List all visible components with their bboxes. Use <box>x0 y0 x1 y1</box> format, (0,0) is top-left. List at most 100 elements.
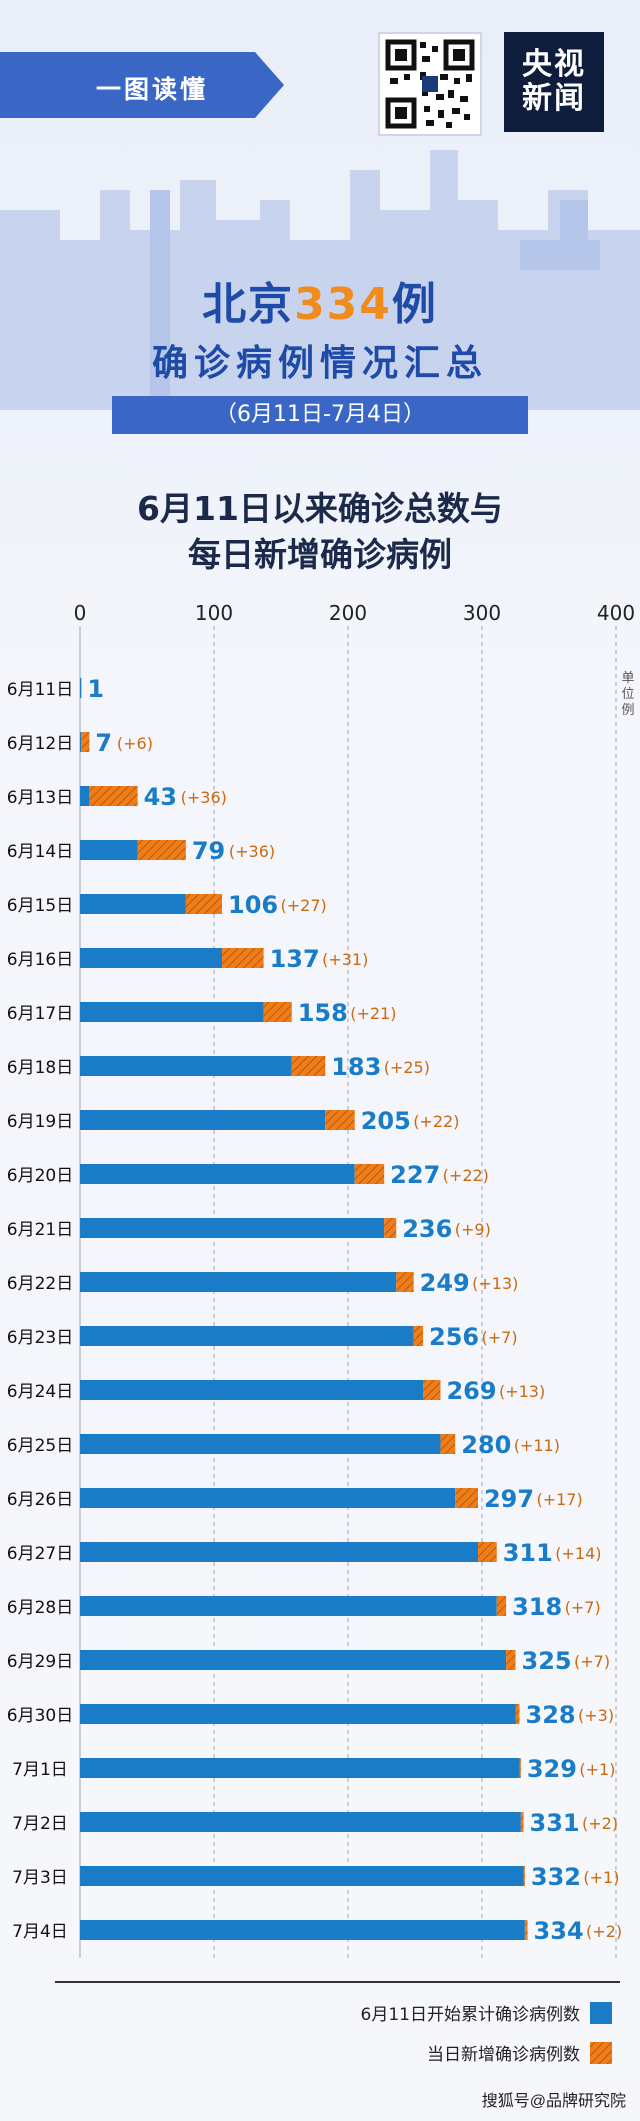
unit-label-char: 单 <box>621 671 634 686</box>
bar-daily-new <box>396 1272 414 1292</box>
total-label: 106 <box>228 891 278 919</box>
total-label: 318 <box>512 1593 562 1621</box>
bar-cumulative <box>80 1596 497 1616</box>
bar-cumulative <box>80 1704 516 1724</box>
bar-cumulative <box>80 948 223 968</box>
bar-daily-new <box>455 1488 478 1508</box>
total-label: 7 <box>95 729 112 757</box>
bar-daily-new <box>523 1866 525 1886</box>
bar-daily-new <box>291 1056 326 1076</box>
daily-increase-label: (+14) <box>555 1544 601 1563</box>
x-tick-label: 300 <box>463 601 501 625</box>
category-label: 6月18日 <box>7 1058 73 1078</box>
bar-daily-new <box>325 1110 355 1130</box>
bar-daily-new <box>263 1002 292 1022</box>
bar-cumulative <box>80 840 138 860</box>
total-label: 43 <box>144 783 177 811</box>
bar-cumulative <box>80 732 82 752</box>
total-label: 334 <box>534 1917 584 1945</box>
unit-label-char: 位 <box>621 687 634 702</box>
daily-increase-label: (+7) <box>574 1652 610 1671</box>
bar-cumulative <box>80 1812 521 1832</box>
stacked-bar-chart: 0 100 200 300 400 单位例 6月11日 6月12日 6月13日 6月14日 6月15… <box>7 601 635 2065</box>
bar-daily-new <box>222 948 264 968</box>
daily-increase-label: (+25) <box>384 1058 430 1077</box>
total-label: 227 <box>390 1161 440 1189</box>
daily-increase-label: (+22) <box>443 1166 489 1185</box>
category-label: 6月25日 <box>7 1436 73 1456</box>
category-label: 6月17日 <box>7 1004 73 1024</box>
category-label: 6月24日 <box>7 1382 73 1402</box>
logo-line2: 新闻 <box>522 81 586 116</box>
category-label: 7月2日 <box>12 1814 68 1834</box>
daily-increase-label: (+2) <box>582 1814 618 1833</box>
total-label: 158 <box>298 999 348 1027</box>
category-label: 6月12日 <box>7 734 73 754</box>
total-label: 280 <box>461 1431 511 1459</box>
bar-cumulative <box>80 1272 397 1292</box>
category-label: 6月20日 <box>7 1166 73 1186</box>
bar-cumulative <box>80 1164 355 1184</box>
category-label: 6月26日 <box>7 1490 73 1510</box>
bar-cumulative <box>80 1056 292 1076</box>
legend-swatch-daily <box>590 2042 612 2064</box>
unit-label-char: 例 <box>621 703 634 718</box>
category-label: 7月3日 <box>12 1868 68 1888</box>
bar-daily-new <box>137 840 186 860</box>
category-label: 6月16日 <box>7 950 73 970</box>
bar-daily-new <box>354 1164 385 1184</box>
category-label: 6月19日 <box>7 1112 73 1132</box>
category-label: 6月15日 <box>7 896 73 916</box>
total-label: 205 <box>361 1107 411 1135</box>
legend-swatch-cumulative <box>590 2002 612 2024</box>
banner-ribbon <box>0 52 284 118</box>
skyline-illustration <box>0 150 640 410</box>
chart-title-line2: 每日新增确诊病例 <box>188 535 452 574</box>
category-label: 6月13日 <box>7 788 73 808</box>
bar-cumulative <box>80 1542 478 1562</box>
qr-code <box>378 32 482 136</box>
main-title-line2: 确诊病例情况汇总 <box>151 343 488 384</box>
total-label: 328 <box>526 1701 576 1729</box>
cctv-news-logo: 央视 新闻 <box>504 32 604 132</box>
category-label: 6月27日 <box>7 1544 73 1564</box>
bar-daily-new <box>496 1596 507 1616</box>
daily-increase-label: (+7) <box>565 1598 601 1617</box>
bar-daily-new <box>384 1218 397 1238</box>
bar-daily-new <box>440 1434 456 1454</box>
bar-daily-new <box>515 1704 520 1724</box>
category-label: 6月30日 <box>7 1706 73 1726</box>
bar-daily-new <box>519 1758 521 1778</box>
total-label: 79 <box>192 837 225 865</box>
main-title: 北京334例 <box>0 268 640 332</box>
bar-cumulative <box>80 1650 507 1670</box>
bar-daily-new <box>477 1542 497 1562</box>
category-label: 6月28日 <box>7 1598 73 1618</box>
bar-daily-new <box>423 1380 441 1400</box>
total-label: 137 <box>270 945 320 973</box>
watermark: 搜狐号@品牌研究院 <box>481 2093 626 2110</box>
bar-cumulative <box>80 1380 424 1400</box>
total-label: 325 <box>522 1647 572 1675</box>
daily-increase-label: (+13) <box>499 1382 545 1401</box>
total-label: 183 <box>331 1053 381 1081</box>
bar-cumulative <box>80 1218 385 1238</box>
bar-daily-new <box>506 1650 516 1670</box>
chart-title-line1: 6月11日以来确诊总数与 <box>137 489 503 528</box>
bar-layer: 17 (+6)43 (+36)79 (+36)106 (+27)137 (+31)158(… <box>80 675 622 1945</box>
bar-cumulative <box>80 1488 456 1508</box>
category-label: 7月1日 <box>12 1760 68 1780</box>
title-suffix: 例 <box>391 279 438 330</box>
bar-cumulative <box>80 678 82 698</box>
category-label: 6月23日 <box>7 1328 73 1348</box>
bar-cumulative <box>80 1002 264 1022</box>
date-range-badge: （6月11日-7月4日） <box>112 396 528 434</box>
daily-increase-label: (+11) <box>514 1436 560 1455</box>
total-label: 1 <box>87 675 104 703</box>
daily-increase-label: (+36) <box>181 788 227 807</box>
bar-cumulative <box>80 1110 326 1130</box>
logo-line1: 央视 <box>522 46 586 82</box>
bar-daily-new <box>520 1812 524 1832</box>
category-label: 6月21日 <box>7 1220 73 1240</box>
